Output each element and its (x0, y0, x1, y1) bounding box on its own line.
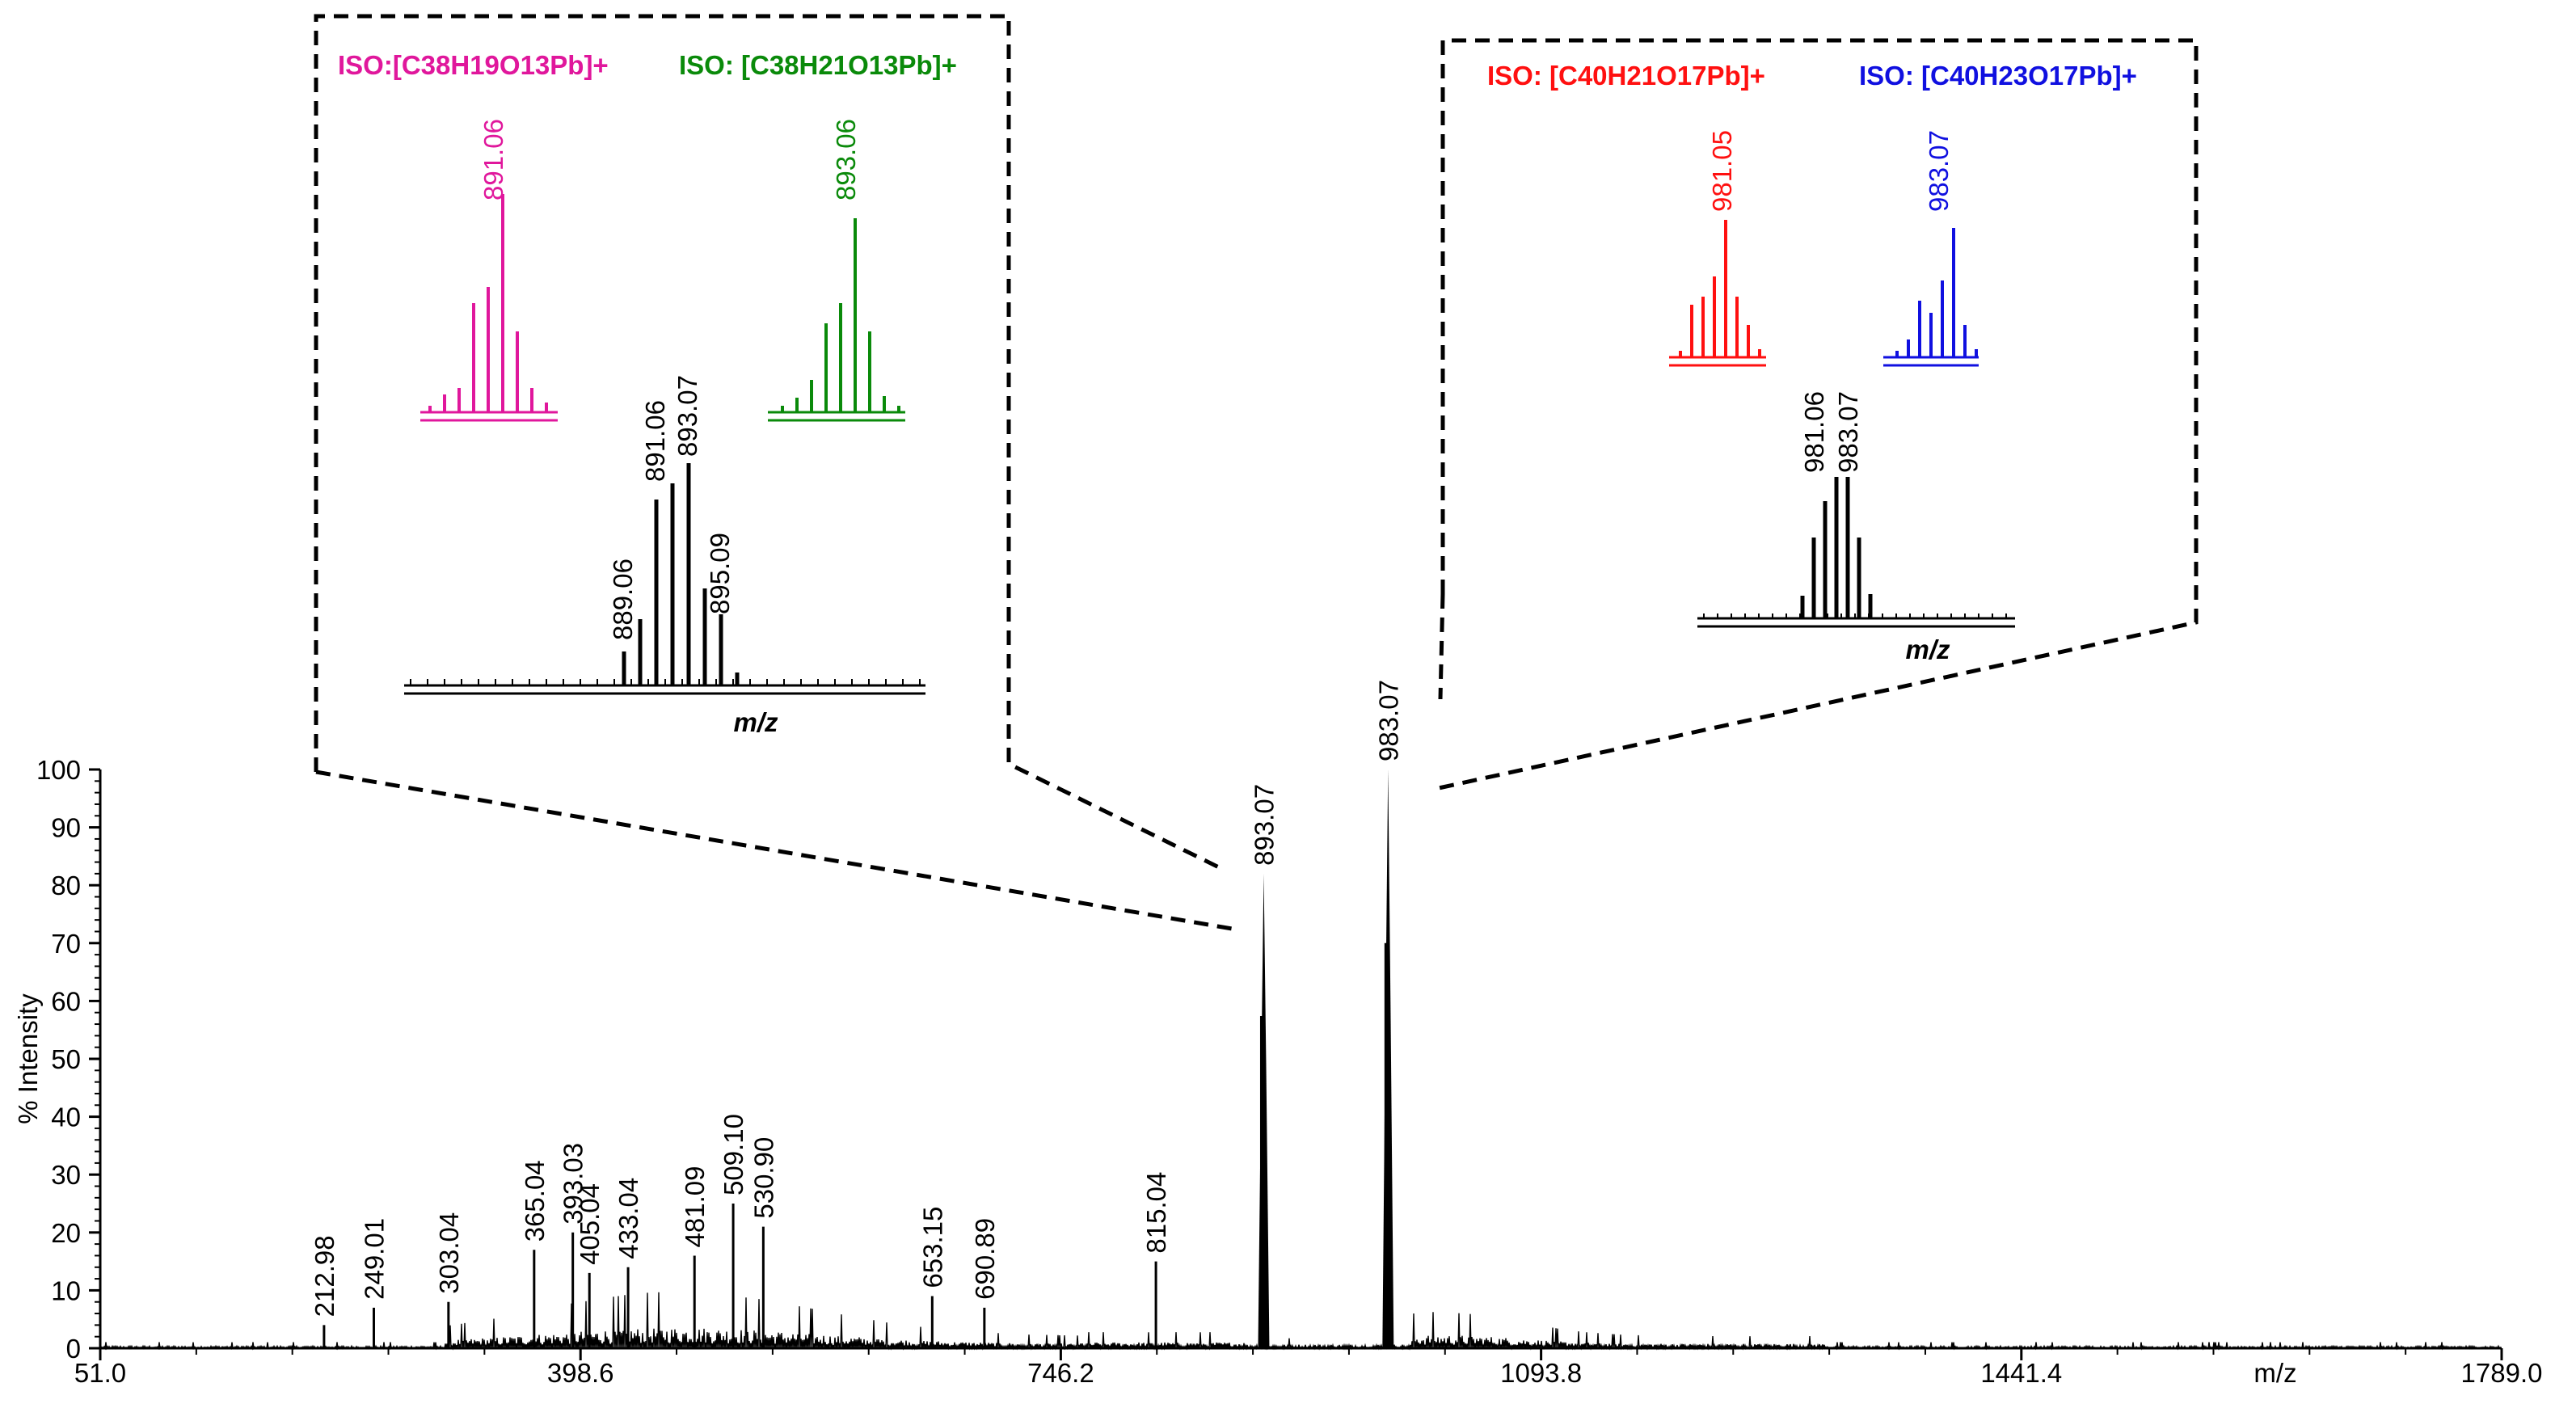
inset-983: ISO: [C40H21O17Pb]+ ISO: [C40H23O17Pb]+ … (1487, 61, 2137, 664)
y-ticks (89, 768, 100, 1350)
inset-893-zoom-line (315, 769, 1237, 932)
zoom-outlines (314, 14, 2199, 932)
peak-label: 690.89 (970, 1218, 1000, 1300)
peak-label: 433.04 (613, 1178, 643, 1259)
y-tick-label: 60 (51, 986, 81, 1016)
y-tick-label: 10 (51, 1275, 81, 1305)
peak-983.07 (1382, 769, 1394, 1348)
inset-peak-label: 983.07 (1833, 391, 1863, 473)
x-tick-labels: 51.0 398.6 746.2 1093.8 1441.4 1789.0 (74, 1358, 2543, 1388)
inset-983-zoom-line (1438, 593, 1445, 700)
inset-peak-label: 895.09 (705, 533, 735, 614)
y-tick-label: 0 (66, 1334, 81, 1364)
peak-label: 815.04 (1141, 1172, 1171, 1254)
y-tick-label: 100 (36, 755, 81, 785)
peak-label: 212.98 (310, 1235, 339, 1317)
peak-label: 509.10 (719, 1114, 748, 1195)
inset-peak-label: 889.06 (608, 559, 638, 640)
x-tick-label: 51.0 (74, 1358, 126, 1388)
inset-893-outline (314, 14, 1224, 871)
peak-label: 653.15 (917, 1207, 947, 1288)
peak-label: 481.09 (680, 1166, 710, 1248)
y-tick-label: 50 (51, 1044, 81, 1074)
peak-label: 893.07 (1249, 784, 1279, 866)
x-tick-label: 1789.0 (2461, 1358, 2543, 1388)
y-axis-label: % Intensity (13, 993, 43, 1124)
y-tick-labels: 0 10 20 30 40 50 60 70 80 90 100 (36, 755, 81, 1364)
inset-peak-label: 891.06 (479, 119, 508, 200)
inset-983-axis-label: m/z (1905, 635, 1950, 664)
x-tick-label: 1441.4 (1980, 1358, 2062, 1388)
y-tick-label: 80 (51, 871, 81, 900)
y-tick-label: 40 (51, 1103, 81, 1132)
inset-893: ISO:[C38H19O13Pb]+ ISO: [C38H21O13Pb]+ 8… (338, 50, 957, 737)
peak-label: 983.07 (1373, 680, 1403, 761)
inset-peak-label: 983.07 (1924, 130, 1954, 212)
inset-893-axis-label: m/z (733, 707, 778, 737)
inset-893-formula-1: ISO:[C38H19O13Pb]+ (338, 50, 609, 80)
x-ticks (99, 1348, 2503, 1360)
x-tick-label: 746.2 (1027, 1358, 1094, 1388)
peak-893.07 (1258, 873, 1270, 1348)
x-tick-label: 398.6 (547, 1358, 614, 1388)
peak-label: 249.01 (359, 1218, 389, 1300)
x-tick-label: 1093.8 (1500, 1358, 1582, 1388)
peak-label: 365.04 (520, 1160, 550, 1242)
y-tick-label: 90 (51, 813, 81, 843)
peak-label: 303.04 (434, 1212, 464, 1294)
peak-label: 530.90 (748, 1137, 778, 1219)
inset-983-formula-1: ISO: [C40H21O17Pb]+ (1487, 61, 1765, 91)
inset-peak-label: 893.06 (831, 119, 861, 200)
peak-label: 393.03 (559, 1143, 588, 1225)
spectrum-peaks (323, 769, 1394, 1348)
y-tick-label: 70 (51, 929, 81, 959)
y-tick-label: 30 (51, 1160, 81, 1190)
inset-893-formula-2: ISO: [C38H21O13Pb]+ (679, 50, 957, 80)
inset-peak-label: 891.06 (640, 400, 670, 482)
y-tick-label: 20 (51, 1218, 81, 1248)
inset-983-formula-2: ISO: [C40H23O17Pb]+ (1859, 61, 2137, 91)
inset-983-outline (1438, 38, 2199, 791)
spectrum-trace (99, 1292, 2502, 1351)
peak-label: 405.04 (575, 1183, 605, 1265)
x-axis-label: m/z (2253, 1358, 2296, 1388)
inset-peak-label: 981.05 (1707, 130, 1737, 212)
baseline-noise (99, 1292, 2502, 1351)
inset-peak-label: 893.07 (672, 375, 702, 457)
inset-peak-label: 981.06 (1799, 391, 1829, 473)
